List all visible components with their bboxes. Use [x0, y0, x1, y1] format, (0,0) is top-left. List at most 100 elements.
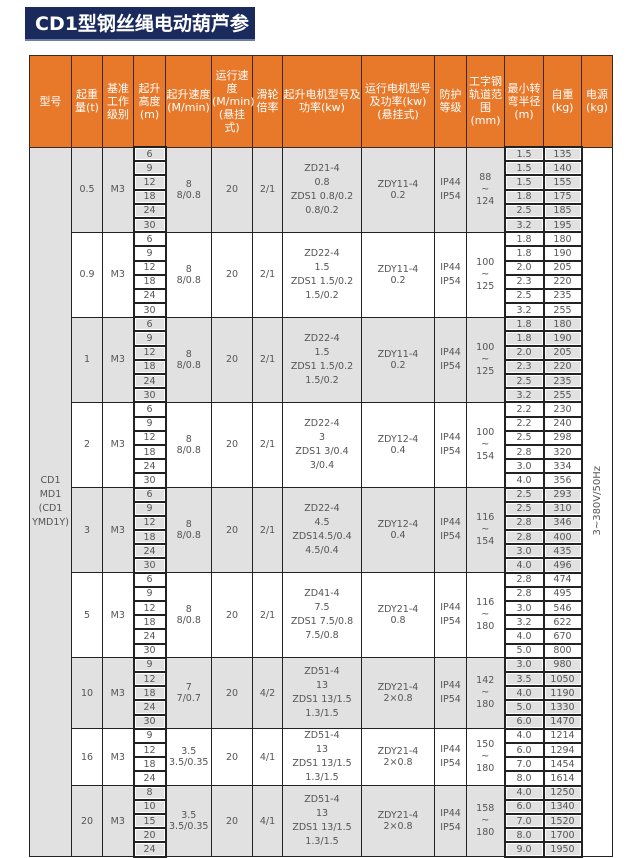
protection-cell: IP44 IP54 — [434, 572, 467, 659]
table-header-row: 型号 起重量(t) 基准工作级别 起升高度(m) 起升速度(M/min) 运行速度(M/m… — [29, 55, 613, 148]
track-range-cell-line: 100 — [476, 426, 495, 438]
height-cell: 6 — [132, 316, 167, 333]
height-cell: 12 — [132, 741, 167, 759]
table-row: 0.9 M3 6 8 8/0.8 20 2/1 ZD22-4 1.5 ZDS1 1.5/0.2 1.… — [30, 231, 613, 318]
table-row: CD1 MD1 (CD1 YMD1Y) 0.5 M3 6 8 8/0.8 20 2/1 ZD21-4 0… — [29, 145, 613, 858]
lift-motor-cell: ZD51-4 13 ZDS1 13/1.5 1.3/1.5 — [282, 657, 362, 730]
run-motor-cell-line: ZDY21-4 — [377, 604, 419, 616]
track-range-cell-line: ~ — [481, 609, 490, 621]
height-cell: 12 — [132, 344, 167, 361]
lift-motor-cell: ZD21-4 0.8 ZDS1 0.8/0.2 0.8/0.2 — [282, 146, 362, 233]
track-range-cell-line: 116 — [476, 597, 495, 609]
height-cell: 24 — [132, 770, 167, 787]
track-range-cell-line: 125 — [476, 280, 495, 292]
run-speed-cell: 20 — [211, 486, 253, 574]
lift-motor-cell-line: 4.5 — [314, 517, 330, 529]
weight-cell: 205 — [542, 259, 583, 276]
track-range-cell-line: ~ — [481, 751, 490, 763]
run-motor-cell: ZDY21-4 0.8 — [361, 572, 435, 659]
protection-cell-line: IP44 — [440, 431, 461, 443]
table-row: 30 4.0 496 — [30, 557, 613, 574]
duty-cell: M3 — [102, 657, 134, 730]
duty-cell: M3 — [102, 572, 134, 659]
track-range-cell-line: ~ — [481, 524, 490, 536]
protection-cell: IP44 IP54 — [434, 231, 467, 318]
model-cell-line: CD1 — [40, 474, 61, 486]
height-cell: 20 — [132, 827, 167, 844]
height-cell: 9 — [132, 500, 167, 517]
table-row: 12 2.8 346 — [30, 514, 613, 532]
track-range-cell-line: ~ — [481, 815, 490, 827]
height-cell: 24 — [132, 841, 167, 858]
run-motor-cell-line: ZDY12-4 — [377, 433, 419, 445]
height-cell: 24 — [132, 699, 167, 716]
table-row: 30 3.2 255 — [30, 302, 613, 319]
lift-speed-cell: 3.5 3.5/0.35 — [165, 785, 212, 858]
radius-cell: 8.0 — [503, 770, 545, 787]
lift-motor-cell-line: 1.5 — [314, 346, 330, 358]
run-motor-cell: ZDY12-4 0.4 — [361, 486, 435, 574]
lift-motor-cell-line: ZDS1 13/1.5 — [292, 758, 352, 770]
weight-cell: 235 — [542, 287, 583, 305]
table-row: 9 1.8 190 — [30, 245, 613, 262]
table-row: 18 2.3 220 — [30, 358, 613, 376]
protection-cell: IP44 IP54 — [434, 146, 467, 233]
table-row: 3 M3 6 8 8/0.8 20 2/1 ZD22-4 4.5 ZDS14.5/0.4 4.5/0… — [30, 486, 613, 574]
lift-motor-cell-line: 1.3/1.5 — [305, 772, 339, 784]
track-range-cell-line: 154 — [476, 450, 495, 462]
lift-speed-cell-line: 8 — [185, 348, 192, 360]
lift-speed-cell: 8 8/0.8 — [165, 146, 212, 233]
load-cell: 16 — [71, 728, 103, 787]
load-cell: 20 — [71, 785, 103, 858]
run-speed-cell: 20 — [211, 316, 253, 403]
radius-cell: 5.0 — [503, 642, 545, 659]
table-row: 12 2.0 205 — [30, 344, 613, 361]
table-row: 16 M3 9 3.5 3.5/0.35 20 4/1 ZD51-4 13 ZDS1 13/1.5… — [30, 727, 613, 787]
height-cell: 18 — [132, 529, 167, 546]
table-row: 9 2.2 240 — [30, 415, 613, 432]
weight-cell: 155 — [542, 174, 583, 191]
lift-motor-cell-line: ZDS1 1.5/0.2 — [290, 275, 354, 287]
lift-speed-cell-line: 7/0.7 — [176, 693, 201, 705]
radius-cell: 4.0 — [503, 784, 545, 801]
radius-cell: 2.3 — [503, 273, 545, 290]
lift-motor-cell-line: ZD21-4 — [304, 162, 340, 174]
track-range-cell-line: 100 — [476, 256, 495, 268]
table-row: 12 2.0 205 — [30, 259, 613, 276]
table-row: 10 M3 9 7 7/0.7 20 4/2 ZD51-4 13 ZDS1 13/1.5 1.3/1… — [30, 656, 613, 730]
lift-motor-cell-line: 4.5/0.4 — [305, 545, 339, 557]
weight-cell: 310 — [542, 500, 583, 517]
height-cell: 9 — [132, 245, 167, 262]
weight-cell: 400 — [542, 529, 583, 546]
weight-cell: 255 — [542, 387, 583, 404]
table-row: 30 5.0 800 — [30, 642, 613, 659]
weight-cell: 1330 — [542, 699, 583, 716]
track-range-cell-line: ~ — [481, 268, 490, 280]
protection-cell: IP44 IP54 — [434, 316, 467, 403]
protection-cell-line: IP54 — [440, 694, 461, 706]
lift-motor-cell-line: 0.8/0.2 — [305, 204, 339, 216]
weight-cell: 435 — [542, 543, 583, 560]
radius-cell: 2.8 — [503, 514, 545, 532]
table-row: 18 2.8 320 — [30, 443, 613, 461]
header-radius: 最小转弯半径(m) — [504, 55, 544, 148]
run-motor-cell-line: ZDY11-4 — [377, 348, 419, 360]
height-cell: 12 — [132, 599, 167, 617]
table-row: 24 3.0 435 — [30, 543, 613, 560]
lift-motor-cell: ZD41-4 7.5 ZDS1 7.5/0.8 7.5/0.8 — [282, 572, 362, 659]
track-range-cell-line: 124 — [476, 195, 495, 207]
table-row: 24 5.0 1330 — [30, 699, 613, 716]
radius-cell: 7.0 — [503, 756, 545, 773]
weight-cell: 546 — [542, 599, 583, 617]
lift-motor-cell: ZD51-4 13 ZDS1 13/1.5 1.3/1.5 — [282, 785, 362, 858]
track-range-cell-line: 116 — [476, 512, 495, 524]
load-cell: 0.5 — [71, 146, 103, 233]
protection-cell-line: IP44 — [440, 744, 461, 756]
track-range-cell-line: 125 — [476, 365, 495, 377]
height-cell: 30 — [132, 713, 167, 730]
radius-cell: 1.8 — [503, 245, 545, 262]
weight-cell: 190 — [542, 245, 583, 262]
protection-cell: IP44 IP54 — [434, 401, 467, 489]
header-protection: 防护等级 — [434, 55, 467, 148]
weight-cell: 1214 — [542, 727, 583, 744]
